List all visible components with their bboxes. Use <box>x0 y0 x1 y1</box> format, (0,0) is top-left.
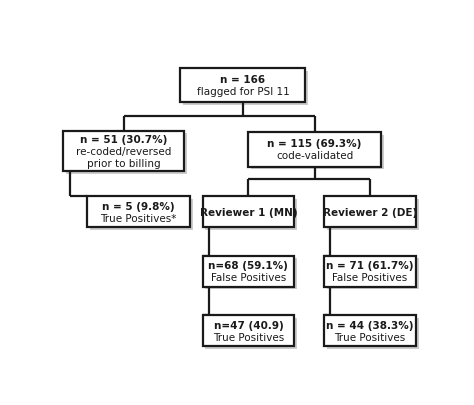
Text: code-validated: code-validated <box>276 151 353 161</box>
Text: n = 44 (38.3%): n = 44 (38.3%) <box>326 320 413 330</box>
Bar <box>248 133 381 167</box>
Bar <box>66 134 187 174</box>
Text: n = 71 (61.7%): n = 71 (61.7%) <box>326 261 413 271</box>
Text: False Positives: False Positives <box>332 273 407 282</box>
Bar <box>327 318 419 349</box>
Bar <box>63 131 184 172</box>
Text: n = 5 (9.8%): n = 5 (9.8%) <box>102 201 174 211</box>
Bar <box>202 197 294 228</box>
Bar <box>205 199 297 230</box>
Text: True Positives: True Positives <box>213 332 284 342</box>
Bar <box>181 69 305 103</box>
Bar <box>327 258 419 290</box>
Text: n=68 (59.1%): n=68 (59.1%) <box>209 261 288 271</box>
Bar <box>87 197 190 228</box>
Bar <box>205 258 297 290</box>
Bar <box>205 318 297 349</box>
Text: flagged for PSI 11: flagged for PSI 11 <box>197 87 289 97</box>
Bar <box>202 256 294 287</box>
Text: Reviewer 1 (MN): Reviewer 1 (MN) <box>200 207 297 217</box>
Bar <box>324 197 416 228</box>
Text: n=47 (40.9): n=47 (40.9) <box>214 320 283 330</box>
Text: True Positives*: True Positives* <box>100 213 176 223</box>
Text: True Positives: True Positives <box>334 332 405 342</box>
Text: n = 115 (69.3%): n = 115 (69.3%) <box>267 139 362 149</box>
Text: n = 166: n = 166 <box>220 75 265 85</box>
Bar <box>90 199 192 230</box>
Bar <box>202 315 294 346</box>
Text: Reviewer 2 (DE): Reviewer 2 (DE) <box>322 207 417 217</box>
Bar <box>324 315 416 346</box>
Bar <box>251 135 383 170</box>
Text: prior to billing: prior to billing <box>87 158 160 168</box>
Bar <box>183 71 308 106</box>
Bar <box>327 199 419 230</box>
Text: n = 51 (30.7%): n = 51 (30.7%) <box>80 135 167 145</box>
Text: False Positives: False Positives <box>211 273 286 282</box>
Text: re-coded/reversed: re-coded/reversed <box>76 147 171 156</box>
Bar <box>324 256 416 287</box>
